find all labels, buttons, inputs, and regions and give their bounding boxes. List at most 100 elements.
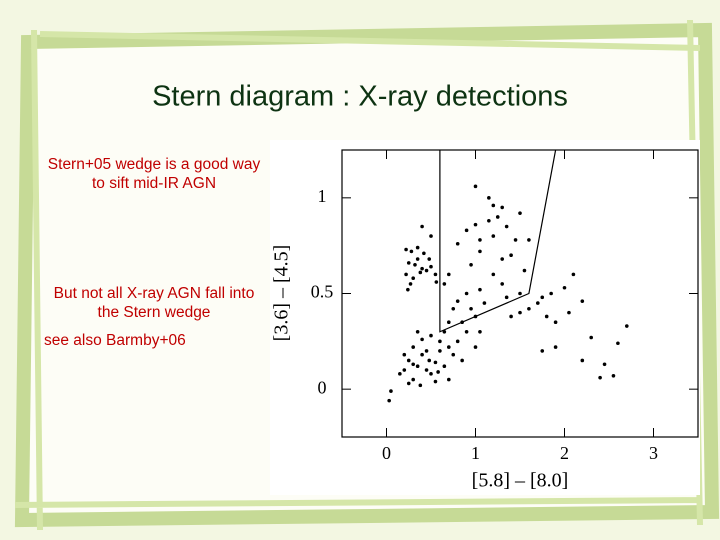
point (409, 249, 414, 254)
point (571, 272, 576, 277)
x-axis-label: [5.8] – [8.0] (472, 470, 569, 492)
stern-wedge (439, 149, 557, 333)
point (469, 263, 473, 267)
point (500, 282, 505, 286)
point (455, 299, 460, 303)
point (387, 398, 391, 403)
point (491, 234, 496, 238)
point (473, 345, 478, 349)
point (527, 307, 531, 311)
point (509, 253, 513, 258)
point (447, 320, 451, 325)
point (478, 238, 482, 242)
point (504, 295, 509, 300)
point (429, 264, 433, 269)
y-tick-label: 0.5 (311, 282, 334, 302)
x-tick-label: 1 (471, 443, 480, 463)
point (487, 218, 491, 223)
point (589, 335, 593, 340)
point (433, 360, 438, 365)
point (420, 352, 424, 357)
point (406, 358, 411, 363)
point (420, 224, 424, 229)
x-tick-label: 3 (649, 443, 658, 463)
point (491, 203, 496, 208)
point (406, 261, 411, 265)
note: Stern+05 wedge is a good way to sift mid… (47, 156, 261, 192)
point (540, 295, 545, 300)
point (616, 341, 620, 346)
point (398, 372, 402, 376)
point (406, 381, 411, 386)
point (447, 272, 451, 277)
point (429, 333, 433, 338)
point (408, 282, 413, 286)
point (509, 314, 513, 319)
point (473, 222, 478, 227)
point (504, 224, 509, 229)
point (433, 379, 438, 384)
plot-panel (270, 140, 700, 495)
point (427, 257, 432, 261)
point (455, 241, 460, 246)
point (487, 196, 491, 200)
point (513, 238, 518, 242)
point (429, 372, 433, 376)
point (424, 268, 429, 273)
point (580, 358, 585, 363)
point (464, 228, 469, 233)
point (540, 349, 545, 353)
point (404, 247, 408, 252)
point (518, 211, 522, 215)
point (544, 314, 549, 319)
point (438, 349, 442, 353)
x-tick-label: 2 (560, 443, 569, 463)
point (482, 301, 487, 305)
point (562, 285, 567, 290)
point (500, 257, 505, 261)
point (455, 339, 460, 344)
note: But not all X-ray AGN fall into the Ster… (53, 285, 255, 321)
point (434, 280, 439, 284)
point (500, 205, 505, 210)
point (413, 263, 417, 267)
point (404, 272, 408, 277)
point (553, 345, 558, 349)
point (602, 362, 607, 367)
point (422, 251, 426, 256)
point (415, 329, 420, 334)
point (625, 324, 629, 328)
point (418, 270, 423, 275)
note: see also Barmby+06 (44, 332, 186, 349)
point (420, 337, 424, 342)
x-tick-label: 0 (382, 443, 391, 463)
point (415, 257, 420, 261)
point (424, 349, 429, 353)
point (598, 375, 602, 380)
point (442, 282, 447, 286)
point (451, 352, 456, 357)
point (478, 249, 482, 254)
point (460, 358, 464, 363)
point (411, 377, 416, 382)
point (402, 368, 407, 372)
point (473, 314, 478, 319)
point (406, 287, 410, 292)
slide-title: Stern diagram : X-ray detections (152, 81, 568, 113)
point (469, 307, 473, 311)
point (464, 291, 469, 296)
y-axis-label: [3.6] – [4.5] (271, 245, 293, 342)
point (478, 329, 482, 334)
point (420, 266, 424, 271)
point (478, 287, 482, 292)
point (389, 389, 393, 393)
point (580, 299, 585, 303)
point (442, 364, 447, 369)
point (536, 301, 540, 305)
point (411, 345, 416, 349)
point (438, 339, 442, 344)
y-tick-label: 0 (318, 377, 327, 397)
